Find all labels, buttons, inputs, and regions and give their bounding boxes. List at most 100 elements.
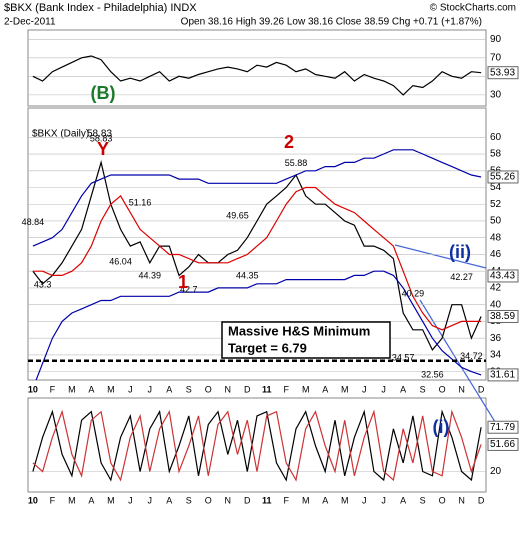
panel-frame (27, 397, 487, 493)
last-value-box (487, 309, 519, 323)
credit: © StockCharts.com (430, 3, 516, 14)
x-tick-label: O (205, 495, 212, 505)
x-tick-label: J (381, 384, 386, 394)
x-tick-label: M (68, 495, 76, 505)
line (32, 186, 482, 331)
last-value-box (487, 420, 519, 434)
y-tick-label: 90 (490, 34, 502, 45)
y-tick-label: 40 (490, 299, 502, 310)
price-label: 44.35 (236, 271, 259, 281)
price-label: 55.88 (285, 158, 308, 168)
line (32, 409, 482, 482)
x-tick-label: A (322, 384, 328, 394)
x-tick-label: D (478, 495, 485, 505)
wave-label: Y (97, 139, 109, 159)
last-value-box (487, 368, 519, 382)
x-tick-label: M (341, 495, 349, 505)
x-tick-label: 11 (262, 495, 272, 505)
box-text: Target = 6.79 (228, 340, 307, 355)
line (32, 409, 482, 482)
x-tick-label: J (148, 495, 153, 505)
symbol: $BKX (Bank Index - Philadelphia) INDX (4, 2, 197, 14)
x-tick-label: O (439, 384, 446, 394)
trendline (394, 244, 487, 269)
x-tick-label: N (458, 495, 465, 505)
price-label: 51.16 (129, 198, 152, 208)
x-tick-label: J (128, 495, 133, 505)
x-tick-label: M (302, 495, 310, 505)
y-tick-label: 48 (490, 232, 502, 243)
x-tick-label: D (244, 495, 251, 505)
y-tick-label: 54 (490, 182, 502, 193)
y-tick-label: 50 (490, 216, 502, 227)
price-title-value: 58.83 (87, 129, 112, 140)
line (32, 149, 482, 247)
x-tick-label: J (381, 495, 386, 505)
x-tick-label: J (148, 384, 153, 394)
last-value: 31.61 (490, 370, 515, 381)
y-tick-label: 70 (490, 52, 502, 63)
x-tick-label: S (186, 384, 192, 394)
x-tick-label: N (458, 384, 465, 394)
y-tick-label: 30 (490, 90, 502, 101)
wave-label: 1 (178, 272, 188, 292)
x-tick-label: M (341, 384, 349, 394)
x-tick-label: F (283, 495, 289, 505)
date: 2-Dec-2011 (4, 17, 56, 28)
x-tick-label: F (50, 384, 56, 394)
last-value: 51.66 (490, 439, 515, 450)
x-tick-label: F (50, 495, 56, 505)
x-tick-label: M (68, 384, 76, 394)
x-tick-label: N (225, 384, 232, 394)
price-label: 40.29 (402, 289, 425, 299)
x-tick-label: 10 (28, 384, 38, 394)
price-label: 58.83 (90, 133, 113, 143)
price-label: 48.84 (22, 217, 45, 227)
x-tick-label: J (362, 495, 367, 505)
y-tick-label: 36 (490, 333, 502, 344)
x-tick-label: O (205, 384, 212, 394)
x-tick-label: A (88, 384, 94, 394)
x-tick-label: O (439, 495, 446, 505)
x-tick-label: J (128, 384, 133, 394)
y-tick-label: 58 (490, 149, 502, 160)
price-label: 32.56 (421, 369, 444, 379)
line (35, 270, 482, 380)
x-tick-label: M (107, 384, 115, 394)
price-label: 49.65 (226, 210, 249, 220)
wave-label: (ii) (449, 242, 471, 262)
x-tick-label: A (166, 384, 172, 394)
y-tick-label: 34 (490, 350, 502, 361)
x-tick-label: A (400, 384, 406, 394)
price-label: 42.27 (450, 272, 473, 282)
price-label: 46.04 (109, 257, 132, 267)
price-label: 34.57 (392, 352, 415, 362)
panel-frame (27, 29, 487, 107)
price-label: 42.7 (180, 284, 198, 294)
x-tick-label: D (478, 384, 485, 394)
quote: Open 38.16 High 39.26 Low 38.16 Close 38… (181, 17, 482, 28)
x-tick-label: S (420, 495, 426, 505)
wave-label: 2 (284, 132, 294, 152)
last-value: 55.26 (490, 172, 515, 183)
line (32, 55, 482, 96)
price-label: 44.39 (139, 270, 162, 280)
x-tick-label: S (420, 384, 426, 394)
y-tick-label: 46 (490, 249, 502, 260)
price-label: 43.3 (34, 279, 52, 289)
wave-label: (B) (91, 83, 116, 103)
x-tick-label: 11 (262, 384, 272, 394)
last-value: 53.93 (490, 67, 515, 78)
price-title: $BKX (Daily) (32, 129, 89, 140)
line (32, 160, 482, 352)
x-tick-label: A (88, 495, 94, 505)
x-tick-label: M (107, 495, 115, 505)
y-tick-label: 60 (490, 132, 502, 143)
y-tick-label: 42 (490, 283, 502, 294)
last-value-box (487, 437, 519, 451)
text-box (221, 321, 391, 359)
last-value: 43.43 (490, 271, 515, 282)
panel-frame (27, 107, 487, 381)
x-tick-label: S (186, 495, 192, 505)
